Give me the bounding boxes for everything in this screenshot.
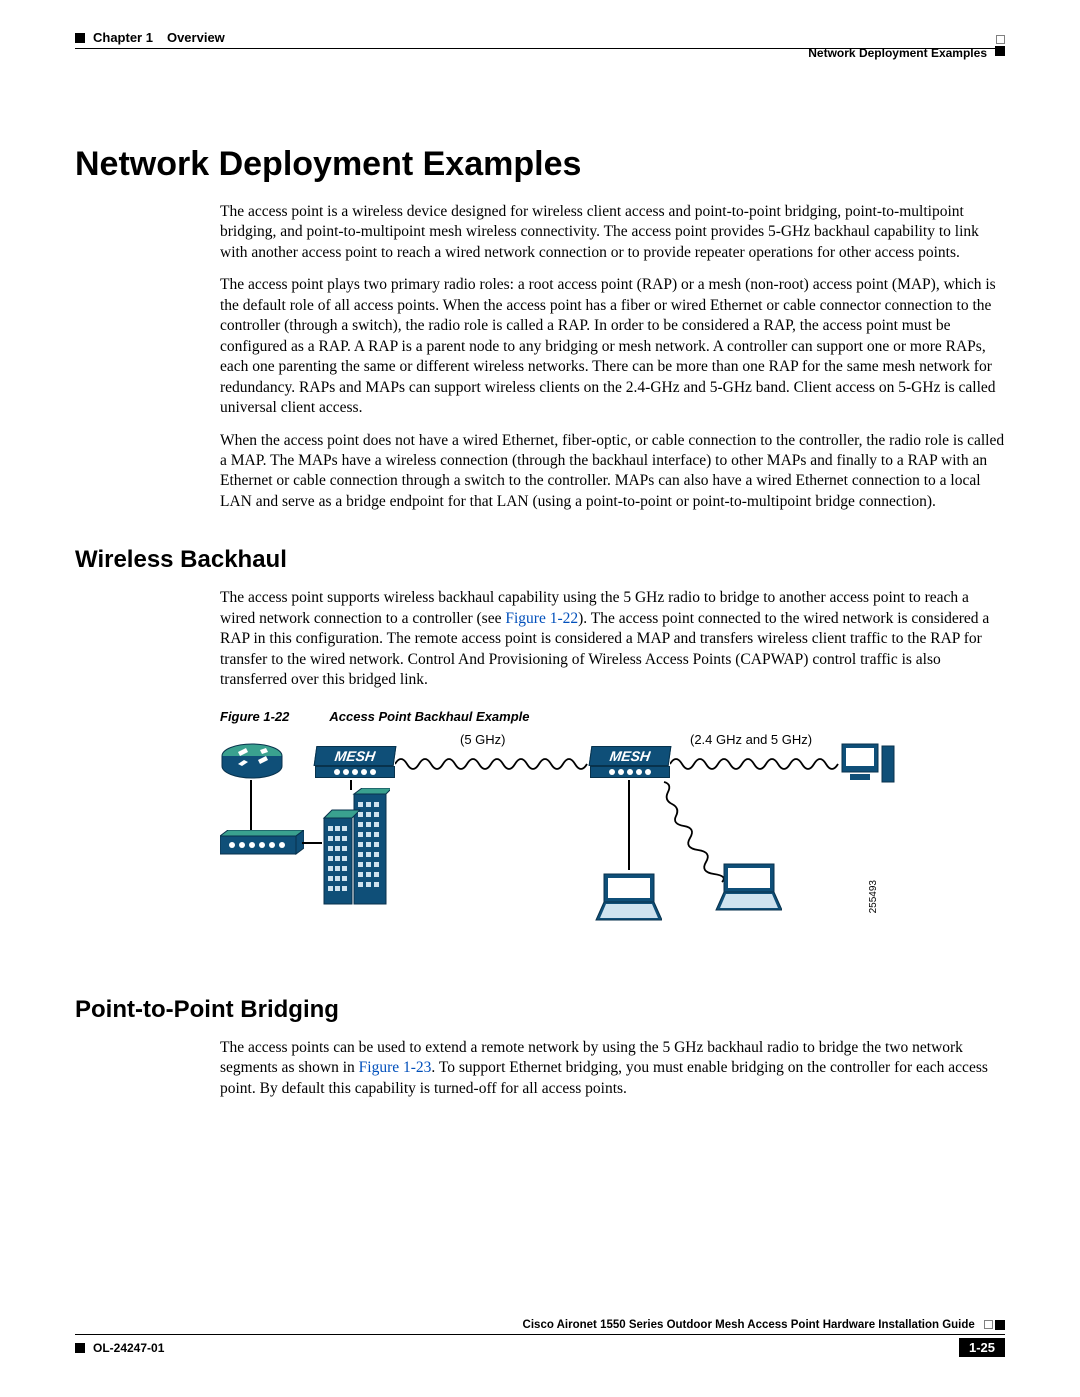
mesh-label: MESH xyxy=(589,746,672,766)
router-switch-line xyxy=(250,780,252,830)
client-wave-icon xyxy=(670,754,840,774)
main-heading: Network Deployment Examples xyxy=(75,145,1005,184)
building-icon xyxy=(320,788,384,913)
wireless-backhaul-body: The access point supports wireless backh… xyxy=(220,588,1005,690)
figure-id-number: 255493 xyxy=(868,880,879,913)
p2p-bridging-body: The access points can be used to extend … xyxy=(220,1038,1005,1099)
laptop-2-icon xyxy=(710,860,782,918)
page-header: Chapter 1 Overview Network Deployment Ex… xyxy=(75,30,1005,70)
p2p-bridging-heading: Point-to-Point Bridging xyxy=(75,996,1005,1024)
annot-24-5ghz: (2.4 GHz and 5 GHz) xyxy=(690,732,812,747)
doc-number: OL-24247-01 xyxy=(93,1341,164,1355)
switch-building-line xyxy=(302,842,322,844)
page-footer: Cisco Aironet 1550 Series Outdoor Mesh A… xyxy=(75,1319,1005,1357)
wireless-backhaul-para: The access point supports wireless backh… xyxy=(220,588,1005,690)
page: Chapter 1 Overview Network Deployment Ex… xyxy=(0,0,1080,1397)
chapter-title: Overview xyxy=(167,30,225,45)
intro-para-2: The access point plays two primary radio… xyxy=(220,275,1005,418)
footer-marker-icon xyxy=(995,1320,1005,1330)
figure-label: Figure 1-22 xyxy=(220,709,289,724)
backhaul-wave-icon xyxy=(395,754,590,774)
header-left: Chapter 1 Overview xyxy=(75,30,225,45)
router-icon xyxy=(220,742,284,776)
figure-1-22-link[interactable]: Figure 1-22 xyxy=(505,610,578,627)
p2p-bridging-para: The access points can be used to extend … xyxy=(220,1038,1005,1099)
page-number-badge: 1-25 xyxy=(959,1338,1005,1357)
footer-marker-outline-icon xyxy=(984,1320,993,1329)
wireless-backhaul-heading: Wireless Backhaul xyxy=(75,546,1005,574)
chapter-label: Chapter 1 xyxy=(93,30,153,45)
annot-5ghz: (5 GHz) xyxy=(460,732,506,747)
rap-mesh-ap-icon: MESH xyxy=(315,746,395,778)
figure-caption: Figure 1-22 Access Point Backhaul Example xyxy=(220,709,1005,724)
mesh-label: MESH xyxy=(314,746,397,766)
header-rule xyxy=(75,48,1005,49)
intro-para-3: When the access point does not have a wi… xyxy=(220,431,1005,513)
figure-title: Access Point Backhaul Example xyxy=(329,709,529,724)
intro-para-1: The access point is a wireless device de… xyxy=(220,202,1005,263)
guide-title: Cisco Aironet 1550 Series Outdoor Mesh A… xyxy=(523,1319,975,1331)
intro-body: The access point is a wireless device de… xyxy=(220,202,1005,512)
footer-marker-icon xyxy=(75,1343,85,1353)
laptop-1-icon xyxy=(590,870,662,928)
header-marker-outline-icon xyxy=(996,35,1005,44)
map-laptop1-line xyxy=(628,780,630,870)
backhaul-diagram: (5 GHz) (2.4 GHz and 5 GHz) MESH MESH xyxy=(220,732,1005,962)
figure-1-23-link[interactable]: Figure 1-23 xyxy=(359,1059,432,1076)
header-marker-icon xyxy=(75,33,85,43)
header-right: Network Deployment Examples xyxy=(808,30,1005,60)
desktop-pc-icon xyxy=(840,742,896,791)
switch-icon xyxy=(220,830,304,856)
header-marker-icon xyxy=(995,46,1005,56)
map-mesh-ap-icon: MESH xyxy=(590,746,670,778)
